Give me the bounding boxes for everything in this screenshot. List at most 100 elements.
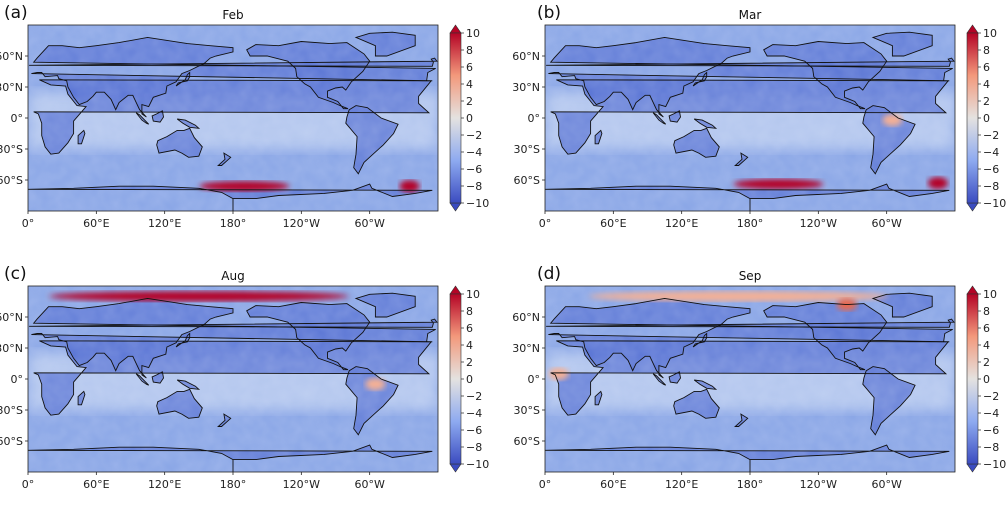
colorbar-tick-label: 8 xyxy=(983,44,990,57)
x-tick-label: 180° xyxy=(737,478,764,491)
coastline-australia xyxy=(673,127,720,158)
texture-overlay xyxy=(28,25,438,211)
coastline-north-america xyxy=(246,41,371,110)
y-tick-label: 60°N xyxy=(0,50,23,63)
coastline-japan xyxy=(175,332,191,348)
colorbar-tick-label: 0 xyxy=(983,112,990,125)
y-tick-label: 30°N xyxy=(512,81,540,94)
feature-africa-warm-spot xyxy=(548,367,569,380)
colorbar: 10 8 6 4 2 0 −2 −4 −6 −8 −10 xyxy=(966,285,1006,473)
colorbar-tick-label: 2 xyxy=(466,356,473,369)
y-tick-label: 0° xyxy=(528,373,541,386)
y-tick-label: 30°N xyxy=(0,342,23,355)
y-tick-label: 30°S xyxy=(514,143,540,156)
panel-label: (d) xyxy=(537,264,561,284)
feature-weddell-warm-spot xyxy=(927,177,948,190)
texture-overlay xyxy=(28,286,438,472)
colorbar-tick-label: 4 xyxy=(466,339,473,352)
coastline-madagascar xyxy=(594,129,603,145)
colorbar-tick-label: −10 xyxy=(466,197,489,210)
colorbar-tick-label: −6 xyxy=(466,163,482,176)
panel-b: (b) Mar 0° 60°E 120°E 180° 120°W 60°W 60°N 30°N… xyxy=(512,3,1006,230)
y-tick-label: 30°N xyxy=(0,81,23,94)
panel-label: (c) xyxy=(4,264,27,284)
feature-weddell-warm-spot xyxy=(399,180,420,193)
coastline-greenland xyxy=(871,31,933,57)
colorbar-tick-label: 10 xyxy=(983,27,997,40)
colorbar-tick-label: −2 xyxy=(466,129,482,142)
x-tick-label: 0° xyxy=(22,217,35,230)
coastline-antarctica xyxy=(28,183,433,211)
colorbar-tick-label: 6 xyxy=(983,322,990,335)
x-tick-label: 0° xyxy=(539,478,552,491)
panel-label: (a) xyxy=(4,3,28,23)
colorbar-tick-label: 8 xyxy=(983,305,990,318)
coastline-new-guinea xyxy=(176,118,201,129)
coastline-new-guinea xyxy=(176,379,201,390)
anomaly-field xyxy=(28,286,438,472)
y-tick-label: 60°S xyxy=(514,174,540,187)
feature-amazon-warm-spot xyxy=(365,378,386,391)
coastline-uk xyxy=(546,318,955,328)
x-tick-label: 120°W xyxy=(283,217,320,230)
coastline-borneo xyxy=(151,110,164,123)
colorbar-tick-label: 4 xyxy=(983,339,990,352)
coastline-sumatra xyxy=(652,112,667,125)
x-tick-label: 0° xyxy=(22,478,35,491)
colorbar-tick-label: −10 xyxy=(983,458,1006,471)
coastline-new-zealand xyxy=(217,152,232,166)
coastline-sumatra xyxy=(652,373,667,386)
x-tick-label: 120°W xyxy=(283,478,320,491)
panel-c: (c) Aug 0° 60°E 120°E 180° 120°W 60°W 60°N 30°N… xyxy=(0,264,489,491)
coastline-eurasia xyxy=(31,36,436,118)
colorbar-tick-label: −6 xyxy=(466,424,482,437)
x-tick-label: 180° xyxy=(220,478,247,491)
colorbar-tick-label: 6 xyxy=(466,61,473,74)
colorbar-tick-label: −8 xyxy=(983,441,999,454)
colorbar-tick-label: 10 xyxy=(983,288,997,301)
x-tick-label: 60°E xyxy=(600,478,626,491)
anomaly-field xyxy=(28,25,438,211)
coastline-north-america xyxy=(763,41,888,110)
colorbar-tick-label: −2 xyxy=(983,129,999,142)
x-tick-label: 120°W xyxy=(800,478,837,491)
x-tick-label: 120°W xyxy=(800,217,837,230)
coastline-new-guinea xyxy=(693,379,718,390)
coastline-uk xyxy=(29,318,438,328)
coastline-greenland xyxy=(871,292,933,318)
coastline-borneo xyxy=(151,371,164,384)
coastline-uk xyxy=(546,57,955,67)
x-tick-label: 0° xyxy=(539,217,552,230)
coastline-sumatra xyxy=(135,112,150,125)
x-tick-label: 120°E xyxy=(148,217,181,230)
colorbar-tick-label: 10 xyxy=(466,27,480,40)
coastline-north-america xyxy=(763,302,888,371)
colorbar-tick-label: 0 xyxy=(466,112,473,125)
y-tick-label: 30°S xyxy=(0,404,23,417)
colorbar-tick-label: 6 xyxy=(466,322,473,335)
panel-title: Aug xyxy=(221,269,244,283)
x-tick-label: 60°E xyxy=(600,217,626,230)
y-tick-label: 0° xyxy=(11,112,24,125)
coastline-borneo xyxy=(668,371,681,384)
anomaly-field xyxy=(545,286,955,472)
coastline-japan xyxy=(692,332,708,348)
map-field: 0°60°E120°E180°120°W60°W60°N30°N0°30°S60… xyxy=(0,285,489,491)
feature-southern-ocean-warm-band xyxy=(733,179,824,190)
x-tick-label: 180° xyxy=(737,217,764,230)
colorbar-tick-label: −4 xyxy=(983,407,999,420)
coastline-africa xyxy=(33,79,433,155)
coastline-australia xyxy=(156,127,203,158)
y-tick-label: 0° xyxy=(528,112,541,125)
coastline-africa xyxy=(550,340,950,416)
coastline-antarctica xyxy=(28,444,433,472)
colorbar-tick-label: 0 xyxy=(466,373,473,386)
colorbar: 10 8 6 4 2 0 −2 −4 −6 −8 −10 xyxy=(966,24,1006,212)
x-tick-label: 60°E xyxy=(83,478,109,491)
coastline-north-america xyxy=(246,302,371,371)
y-tick-label: 60°N xyxy=(512,50,540,63)
coastline-japan xyxy=(692,71,708,87)
coastline-new-zealand xyxy=(734,413,749,427)
